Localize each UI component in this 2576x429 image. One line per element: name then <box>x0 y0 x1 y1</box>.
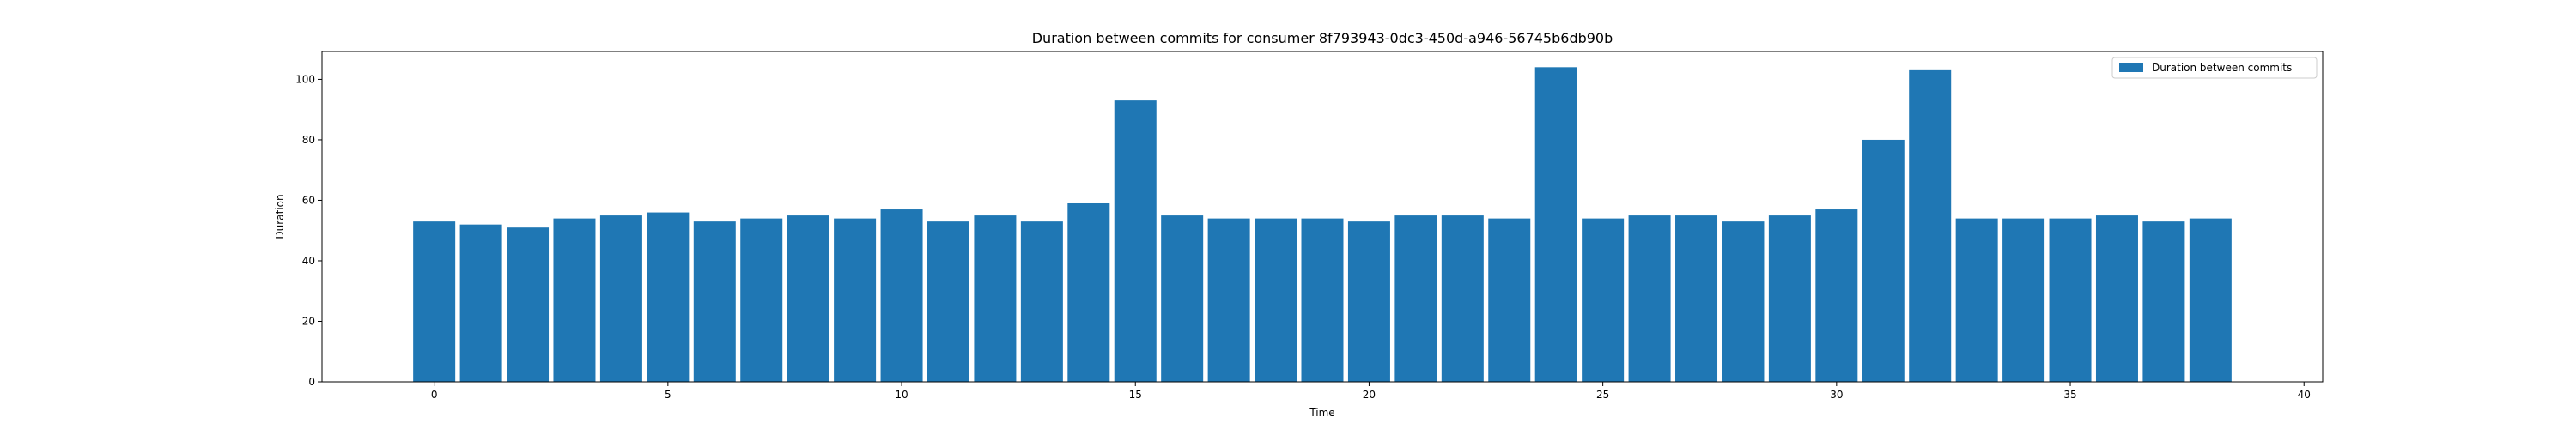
x-tick-label: 0 <box>431 389 438 401</box>
bar <box>1347 221 1390 382</box>
bar <box>787 215 829 382</box>
bar <box>1815 209 1858 382</box>
x-tick-label: 35 <box>2063 389 2076 401</box>
chart-title: Duration between commits for consumer 8f… <box>1032 30 1613 46</box>
bars-group <box>413 67 2232 383</box>
x-axis-label: Time <box>1309 407 1334 419</box>
bar <box>1582 218 1625 382</box>
bar <box>1862 139 1905 382</box>
bar <box>599 215 642 382</box>
legend-box <box>2111 57 2318 79</box>
bar <box>459 224 502 382</box>
bar <box>1255 218 1297 382</box>
x-tick-label: 25 <box>1596 389 1609 401</box>
bar <box>834 218 877 382</box>
y-tick-label: 60 <box>302 194 315 206</box>
bar <box>693 221 736 382</box>
legend: Duration between commits <box>2111 57 2318 79</box>
bar <box>974 215 1017 382</box>
axes-frame <box>321 51 2324 383</box>
bar <box>1067 202 1110 382</box>
bar <box>2189 218 2232 382</box>
bar <box>1534 67 1577 382</box>
y-tick-label: 20 <box>302 315 315 327</box>
bar <box>1768 215 1811 382</box>
bar <box>1722 221 1765 382</box>
x-axis: 0 5 10 15 20 25 30 35 40 <box>431 382 2311 401</box>
bar <box>1441 215 1484 382</box>
x-tick-label: 30 <box>1830 389 1843 401</box>
bar <box>880 209 923 382</box>
y-tick-label: 0 <box>308 376 315 388</box>
bar <box>740 218 783 382</box>
bar <box>2002 218 2045 382</box>
bar <box>1207 218 1250 382</box>
bar <box>413 221 456 382</box>
y-tick-label: 40 <box>302 255 315 267</box>
bar <box>507 227 550 382</box>
bar <box>1020 221 1063 382</box>
bar <box>1955 218 1998 382</box>
bar <box>1394 215 1437 382</box>
x-tick-label: 15 <box>1129 389 1142 401</box>
bar <box>2095 215 2138 382</box>
x-tick-label: 10 <box>895 389 908 401</box>
bar <box>553 218 596 382</box>
bar <box>647 212 690 382</box>
bar <box>1488 218 1531 382</box>
legend-swatch <box>2119 63 2143 72</box>
bar <box>2142 221 2185 382</box>
bar <box>2049 218 2092 382</box>
x-tick-label: 5 <box>665 389 671 401</box>
legend-label: Duration between commits <box>2152 62 2292 74</box>
bar <box>1675 215 1718 382</box>
bar <box>927 221 969 382</box>
bar <box>1114 100 1157 383</box>
bar <box>1628 215 1671 382</box>
bar <box>1909 69 1952 383</box>
y-axis-label: Duration <box>274 194 286 239</box>
x-tick-label: 40 <box>2298 389 2311 401</box>
y-tick-label: 80 <box>302 134 315 146</box>
x-tick-label: 20 <box>1363 389 1376 401</box>
y-tick-label: 100 <box>295 73 315 85</box>
bar <box>1161 215 1204 382</box>
bar <box>1301 218 1344 382</box>
y-axis: 0 20 40 60 80 100 <box>295 73 322 388</box>
